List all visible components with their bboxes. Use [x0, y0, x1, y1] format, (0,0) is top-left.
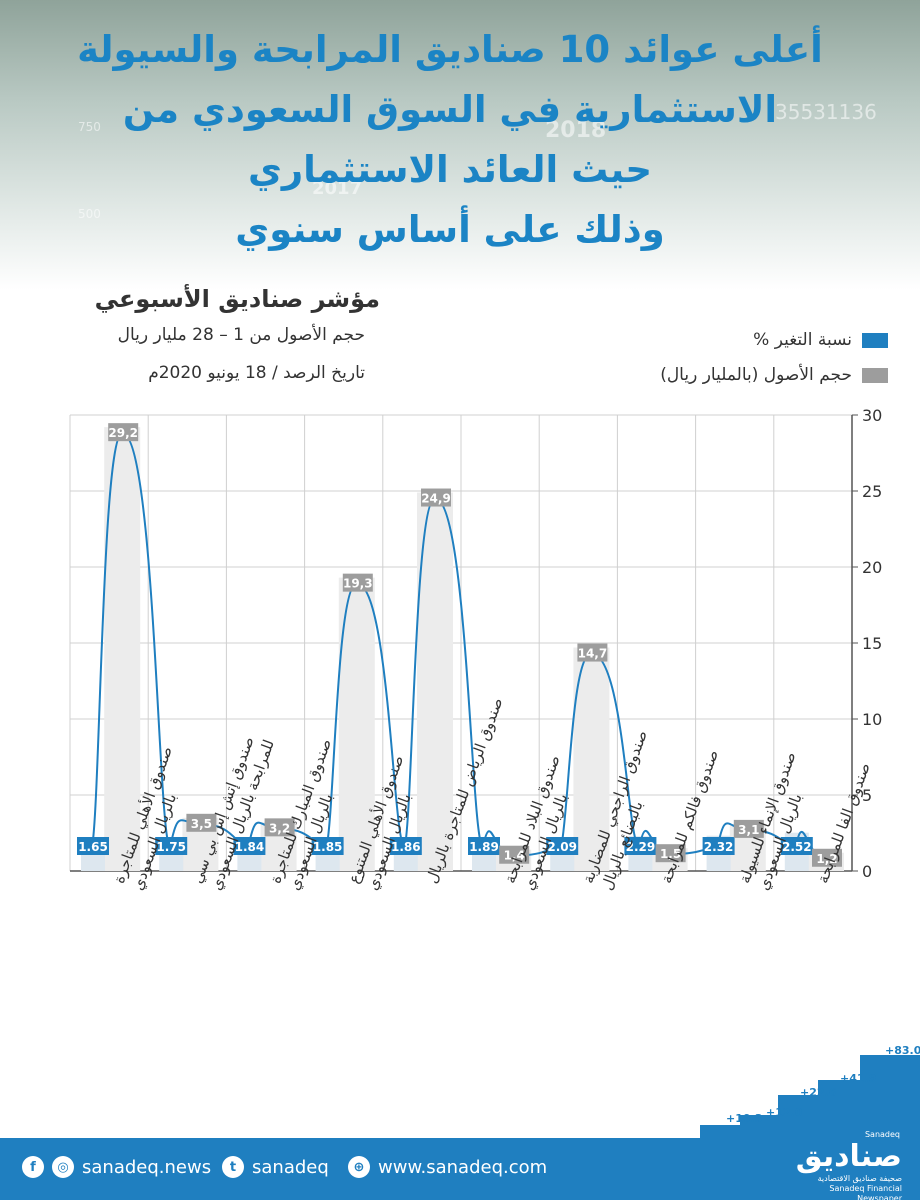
y-tick-label: 25	[862, 482, 882, 501]
title-line-4: وذلك على أساس سنوي	[235, 208, 665, 251]
brand-tagline-ar: صحيفة صناديق الاقتصادية	[817, 1174, 902, 1183]
asset-value-label: 1,5	[660, 847, 681, 861]
change-value-box	[77, 837, 109, 855]
asset-value-label: 3,2	[269, 821, 290, 835]
globe-icon[interactable]: ⊕	[348, 1156, 370, 1178]
change-value-box	[702, 837, 735, 855]
asset-value-label: 24,9	[421, 492, 451, 506]
footer-web: ⊕ www.sanadeq.com	[348, 1156, 547, 1178]
change-value-label: 2.52	[782, 840, 812, 854]
brand-logo: Sanadeq صناديق صحيفة صناديق الاقتصادية S…	[782, 1130, 902, 1200]
assets-range-text: حجم الأصول من 1 – 28 مليار ريال	[117, 325, 365, 345]
asset-bar	[338, 577, 375, 871]
header-deco-2017: 2017	[312, 178, 363, 199]
asset-value-box	[342, 573, 373, 592]
step-label-3: +22.6	[800, 1086, 837, 1099]
legend-swatch-gray	[862, 367, 888, 383]
y-tick-label: 15	[862, 634, 882, 653]
asset-value-label: 14,7	[578, 647, 608, 661]
asset-value-box	[186, 813, 217, 832]
asset-value-box	[499, 845, 530, 864]
bar-chart: 0 5 10 15 20 25 30 1.65 29,2 1.75 3,5 1.84 3,2 1.85 19…	[69, 406, 882, 893]
change-value-box	[780, 837, 813, 855]
website-link[interactable]: www.sanadeq.com	[378, 1156, 548, 1178]
asset-value-label: 3,1	[738, 823, 759, 837]
step-label-1: +10.3	[726, 1112, 763, 1125]
footer-twitter: t sanadeq	[222, 1156, 329, 1178]
instagram-icon[interactable]: ◎	[52, 1156, 74, 1178]
change-value-box	[624, 837, 657, 855]
steps-graphic	[700, 1055, 920, 1140]
header-background: 750 2018 2017 500 35531136	[0, 0, 920, 290]
chart-subtitle: مؤشر صناديق الأسبوعي	[94, 285, 380, 313]
asset-bar	[573, 647, 610, 871]
title-line-2: الاستثمارية في السوق السعودي من	[122, 88, 778, 131]
change-value-box	[311, 837, 344, 855]
step-1	[700, 1125, 740, 1140]
change-value-box	[389, 837, 422, 855]
change-value-label: 1.89	[469, 840, 499, 854]
change-value-label: 1.84	[235, 840, 265, 854]
asset-value-label: 1,4	[504, 849, 525, 863]
y-tick-label: 10	[862, 710, 882, 729]
header-deco-500: 500	[78, 207, 101, 221]
step-label-5: +83.0	[885, 1044, 920, 1057]
asset-value-box	[264, 818, 295, 837]
step-label-4: +41.9	[840, 1072, 877, 1085]
twitter-icon[interactable]: t	[222, 1156, 244, 1178]
y-tick-label: 0	[862, 862, 872, 881]
header-deco-2018: 2018	[545, 118, 607, 143]
footer-social: f ◎ sanadeq.news	[22, 1156, 211, 1178]
footer-bar: f ◎ sanadeq.news t sanadeq ⊕ www.sanadeq…	[0, 1138, 920, 1200]
legend-change-label: نسبة التغير %	[753, 330, 852, 350]
step-5	[860, 1055, 920, 1140]
legend-swatch-blue	[862, 332, 888, 348]
y-tick-label: 20	[862, 558, 882, 577]
twitter-handle[interactable]: sanadeq	[252, 1156, 329, 1178]
facebook-icon[interactable]: f	[22, 1156, 44, 1178]
legend-change: نسبة التغير %	[753, 330, 888, 350]
asset-value-label: 19,3	[343, 577, 373, 591]
page-title: أعلى عوائد 10 صناديق المرابحة والسيولة ا…	[50, 20, 850, 260]
brand-tagline-en: Sanadeq Financial Newspaper	[829, 1184, 902, 1200]
change-value-label: 1.65	[78, 840, 108, 854]
change-value-label: 2.32	[704, 840, 734, 854]
asset-value-box	[655, 844, 686, 863]
change-value-box	[546, 837, 579, 855]
asset-value-label: 1,2	[816, 852, 837, 866]
asset-value-box	[733, 819, 764, 838]
change-value-label: 2.09	[547, 840, 577, 854]
legend-assets: حجم الأصول (بالمليار ريال)	[660, 365, 888, 385]
title-line-1: أعلى عوائد 10 صناديق المرابحة والسيولة	[77, 28, 823, 71]
asset-value-label: 3,5	[191, 817, 212, 831]
asset-value-box	[812, 848, 842, 867]
y-tick-label: 5	[862, 786, 872, 805]
change-value-label: 1.86	[391, 840, 421, 854]
step-3	[778, 1095, 818, 1140]
legend-assets-label: حجم الأصول (بالمليار ريال)	[660, 365, 852, 385]
step-label-2: +12.0	[766, 1106, 803, 1119]
growth-steps: +10.3 +12.0 +22.6 +41.9 +83.0	[700, 1040, 920, 1144]
y-tick-label: 30	[862, 406, 882, 425]
change-value-label: 2.29	[626, 840, 656, 854]
change-value-label: 1.85	[313, 840, 343, 854]
brand-name-ar: صناديق	[795, 1139, 902, 1174]
change-value-label: 1.75	[156, 840, 186, 854]
change-value-box	[468, 837, 500, 855]
title-line-3: حيث العائد الاستثماري	[247, 148, 653, 191]
header-deco-750: 750	[78, 120, 101, 134]
date-text: تاريخ الرصد / 18 يونيو 2020م	[148, 363, 365, 383]
asset-value-label: 29,2	[108, 426, 138, 440]
change-value-box	[233, 837, 266, 855]
asset-value-box	[108, 423, 139, 442]
social-handle[interactable]: sanadeq.news	[82, 1156, 212, 1178]
step-4	[818, 1080, 860, 1140]
brand-en-top: Sanadeq	[864, 1130, 900, 1139]
change-value-box	[155, 837, 188, 855]
header-deco-number: 35531136	[775, 100, 877, 124]
asset-value-box	[577, 643, 608, 662]
step-2	[740, 1115, 778, 1140]
asset-value-box	[421, 488, 451, 507]
